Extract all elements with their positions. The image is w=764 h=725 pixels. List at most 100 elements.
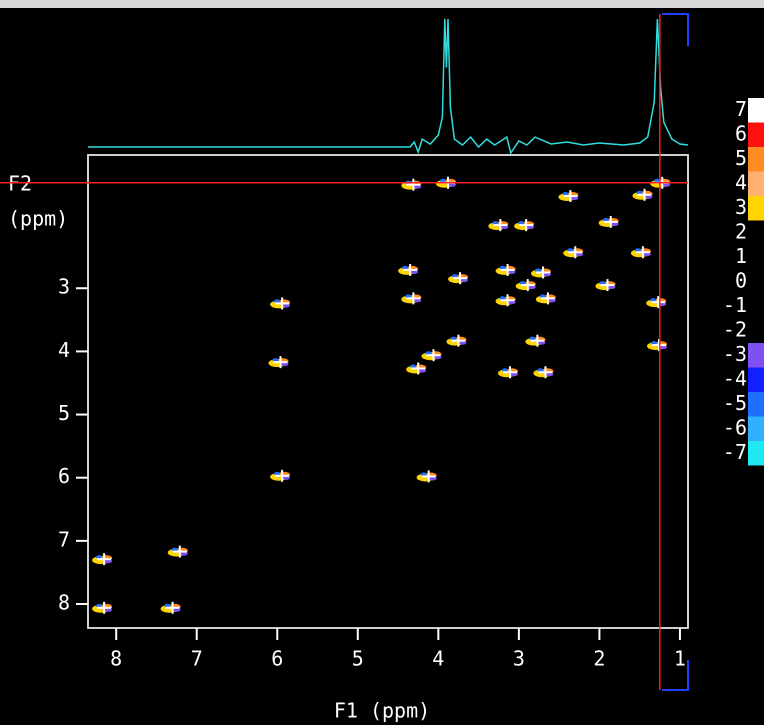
x-axis-label: F1 (ppm) <box>334 699 430 723</box>
peak-contour <box>506 294 509 307</box>
colorbar-label: -6 <box>723 415 747 439</box>
x-tick-label: 6 <box>271 647 283 671</box>
y-axis-label: (ppm) <box>8 207 68 231</box>
cursor-marker <box>662 13 689 46</box>
colorbar-swatch <box>748 245 764 270</box>
colorbar-swatch <box>748 392 764 417</box>
peak-contour <box>609 215 612 228</box>
peak-contour <box>536 334 539 347</box>
plot-frame <box>87 154 689 629</box>
peak-contour <box>546 292 549 305</box>
peak-contour <box>412 292 415 305</box>
colorbar-swatch <box>748 171 764 196</box>
cross-peak <box>488 219 509 232</box>
x-tick-label: 3 <box>513 647 525 671</box>
colorbar-swatch <box>748 367 764 392</box>
colorbar-swatch <box>748 294 764 319</box>
cross-peak <box>563 246 584 259</box>
cross-peak <box>525 334 546 347</box>
peak-contour <box>279 356 282 369</box>
y-tick-label: 6 <box>58 464 70 488</box>
peak-contour <box>171 601 174 614</box>
colorbar-swatch <box>748 196 764 221</box>
colorbar-swatch <box>748 122 764 147</box>
cross-peak <box>167 545 188 558</box>
cross-peak <box>416 470 437 483</box>
cross-peak <box>515 279 536 292</box>
cross-peak <box>160 601 181 614</box>
peak-contour <box>103 601 106 614</box>
peak-contour <box>281 297 284 310</box>
cross-peak <box>514 219 535 232</box>
window-top-bar <box>0 0 764 8</box>
cross-peak <box>446 334 467 347</box>
colorbar-swatch <box>748 318 764 343</box>
y-tick-label: 7 <box>58 527 70 551</box>
cross-peak <box>595 279 616 292</box>
peak-contour <box>459 272 462 285</box>
colorbar-swatch <box>748 147 764 172</box>
cross-peak <box>535 292 556 305</box>
peak-contour <box>103 553 106 566</box>
colorbar-label: 4 <box>735 170 747 194</box>
x-tick-label: 7 <box>191 647 203 671</box>
x-tick-label: 1 <box>674 647 686 671</box>
cross-peak <box>533 366 554 379</box>
x-tick-label: 4 <box>432 647 444 671</box>
peak-contour <box>178 545 181 558</box>
peak-contour <box>574 246 577 259</box>
peak-contour <box>544 366 547 379</box>
cross-peak <box>558 190 579 203</box>
peak-contour <box>432 349 435 362</box>
x-tick-label: 8 <box>110 647 122 671</box>
projection-trace <box>88 18 689 155</box>
peak-contour <box>412 178 415 191</box>
colorbar-label: -7 <box>723 440 747 464</box>
peak-contour <box>506 263 509 276</box>
colorbar-label: -3 <box>723 342 747 366</box>
cross-peak <box>270 469 291 482</box>
cursor-marker <box>662 660 689 691</box>
peak-contour <box>641 246 644 259</box>
peak-contour <box>417 362 420 375</box>
colorbar-label: 7 <box>735 97 747 121</box>
colorbar-swatch <box>748 416 764 441</box>
x-tick-label: 2 <box>593 647 605 671</box>
cross-peak <box>92 601 113 614</box>
cross-peak <box>421 349 442 362</box>
cross-peak <box>498 366 519 379</box>
peak-contour <box>542 266 545 279</box>
peak-contour <box>525 219 528 232</box>
peak-contour <box>409 263 412 276</box>
peak-contour <box>657 296 660 309</box>
y-tick-label: 5 <box>58 401 70 425</box>
peak-contour <box>509 366 512 379</box>
cross-peak <box>495 263 516 276</box>
peak-contour <box>643 188 646 201</box>
colorbar-swatch <box>748 98 764 123</box>
colorbar-label: -4 <box>723 366 747 390</box>
colorbar-swatch <box>748 343 764 368</box>
cross-peak <box>448 272 469 285</box>
peak-contour <box>606 279 609 292</box>
peak-contour <box>457 334 460 347</box>
cross-peak <box>632 188 653 201</box>
colorbar-label: 0 <box>735 268 747 292</box>
cross-peak <box>268 356 289 369</box>
colorbar-label: 3 <box>735 195 747 219</box>
peak-contour <box>569 190 572 203</box>
colorbar-swatch <box>748 441 764 466</box>
cross-peak <box>598 215 619 228</box>
colorbar-swatch <box>748 220 764 245</box>
colorbar-label: -1 <box>723 293 747 317</box>
colorbar-label: 6 <box>735 121 747 145</box>
colorbar-label: -5 <box>723 391 747 415</box>
cross-peak <box>401 292 422 305</box>
cross-peak <box>406 362 427 375</box>
colorbar-swatch <box>748 269 764 294</box>
peak-contour <box>526 279 529 292</box>
colorbar-label: 2 <box>735 219 747 243</box>
cross-peak <box>398 263 419 276</box>
